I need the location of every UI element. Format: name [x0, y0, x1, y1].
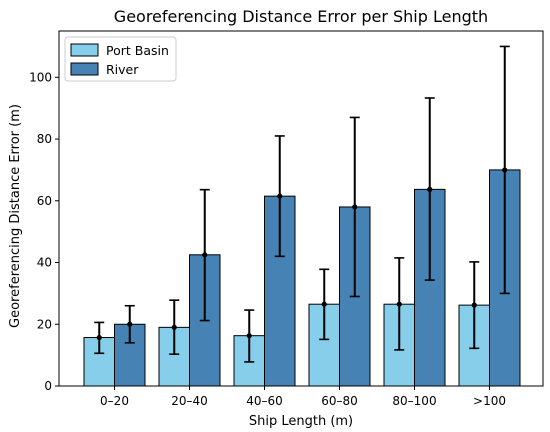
x-tick-label-2: 40–60 [246, 394, 283, 408]
y-tick-label-4: 80 [37, 132, 52, 146]
y-tick-label-0: 0 [44, 379, 52, 393]
chart-title: Georeferencing Distance Error per Ship L… [114, 7, 488, 26]
x-tick-label-4: 80–100 [392, 394, 436, 408]
y-axis-label: Georeferencing Distance Error (m) [8, 104, 23, 328]
legend-label-1: River [106, 62, 139, 77]
mean-marker-1-3 [352, 204, 358, 210]
plot-area: 0 20 40 60 80 100 0–20 20–40 40–60 60–80 80–100 >10… [29, 30, 544, 408]
y-tick-label-5: 100 [29, 70, 52, 84]
mean-marker-0-5 [471, 302, 477, 308]
mean-marker-1-2 [277, 193, 283, 199]
legend-swatch-1 [70, 62, 99, 76]
legend-swatch-0 [70, 43, 99, 57]
mean-marker-1-5 [502, 167, 508, 173]
mean-marker-1-4 [427, 186, 433, 192]
mean-marker-0-3 [321, 301, 327, 307]
mean-marker-0-2 [246, 333, 252, 339]
mean-marker-1-1 [202, 252, 208, 258]
x-tick-label-3: 60–80 [321, 394, 358, 408]
y-tick-label-1: 20 [37, 317, 52, 331]
mean-marker-1-0 [127, 321, 133, 327]
x-tick-label-1: 20–40 [171, 394, 208, 408]
x-tick-label-5: >100 [473, 394, 506, 408]
mean-marker-0-1 [171, 324, 177, 330]
legend: Port Basin River [64, 36, 177, 82]
x-axis-label: Ship Length (m) [249, 414, 353, 429]
mean-marker-0-0 [96, 334, 102, 341]
legend-label-0: Port Basin [106, 43, 169, 58]
y-tick-label-3: 60 [37, 194, 52, 208]
x-tick-label-0: 0–20 [100, 394, 129, 408]
mean-marker-0-4 [396, 301, 402, 307]
axes-frame [58, 30, 544, 387]
y-tick-label-2: 40 [37, 256, 52, 270]
